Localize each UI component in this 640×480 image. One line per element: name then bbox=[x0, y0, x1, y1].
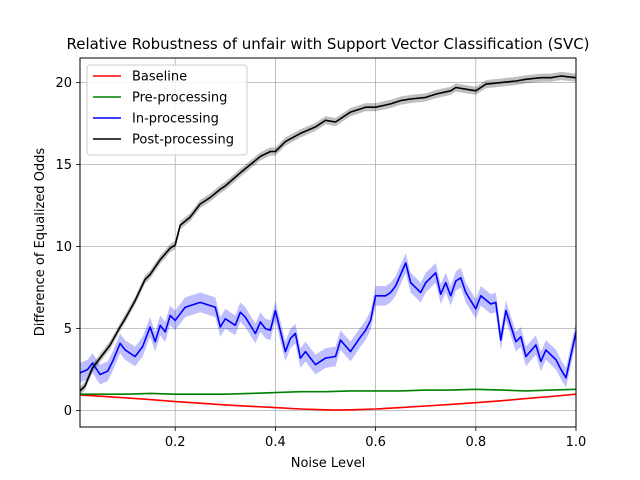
y-tick-label: 5 bbox=[64, 322, 72, 337]
confidence-bands bbox=[80, 71, 576, 396]
y-tick-label: 20 bbox=[55, 76, 72, 91]
x-axis-ticks: 0.2 0.4 0.6 0.8 1.0 bbox=[165, 427, 586, 450]
series-lines bbox=[79, 75, 577, 411]
x-tick-label: 0.8 bbox=[465, 435, 486, 450]
y-axis-label: Difference of Equalized Odds bbox=[33, 148, 48, 337]
pre-processing-line bbox=[80, 388, 577, 396]
x-tick-label: 1.0 bbox=[566, 435, 587, 450]
y-tick-label: 0 bbox=[64, 404, 72, 419]
legend-label-pre-processing: Pre-processing bbox=[132, 91, 227, 106]
x-tick-label: 0.6 bbox=[365, 435, 386, 450]
legend-box bbox=[86, 64, 248, 156]
y-tick-label: 10 bbox=[55, 240, 72, 255]
legend-label-post-processing: Post-processing bbox=[132, 133, 234, 148]
baseline-line bbox=[79, 393, 577, 411]
chart-title: Relative Robustness of unfair with Suppo… bbox=[66, 35, 589, 53]
x-axis-label: Noise Level bbox=[291, 456, 366, 471]
x-tick-label: 0.4 bbox=[265, 435, 286, 450]
plot-area-frame bbox=[79, 57, 577, 428]
y-axis-ticks: 0 5 10 15 20 bbox=[55, 76, 80, 419]
y-tick-label: 15 bbox=[55, 158, 72, 173]
legend: Baseline Pre-processing In-processing Post-… bbox=[86, 64, 248, 156]
in-processing-line bbox=[79, 262, 577, 379]
legend-label-in-processing: In-processing bbox=[132, 112, 219, 127]
post-processing-line bbox=[79, 75, 577, 392]
in-processing-band bbox=[80, 253, 576, 388]
x-tick-label: 0.2 bbox=[165, 435, 186, 450]
legend-label-baseline: Baseline bbox=[132, 70, 187, 85]
